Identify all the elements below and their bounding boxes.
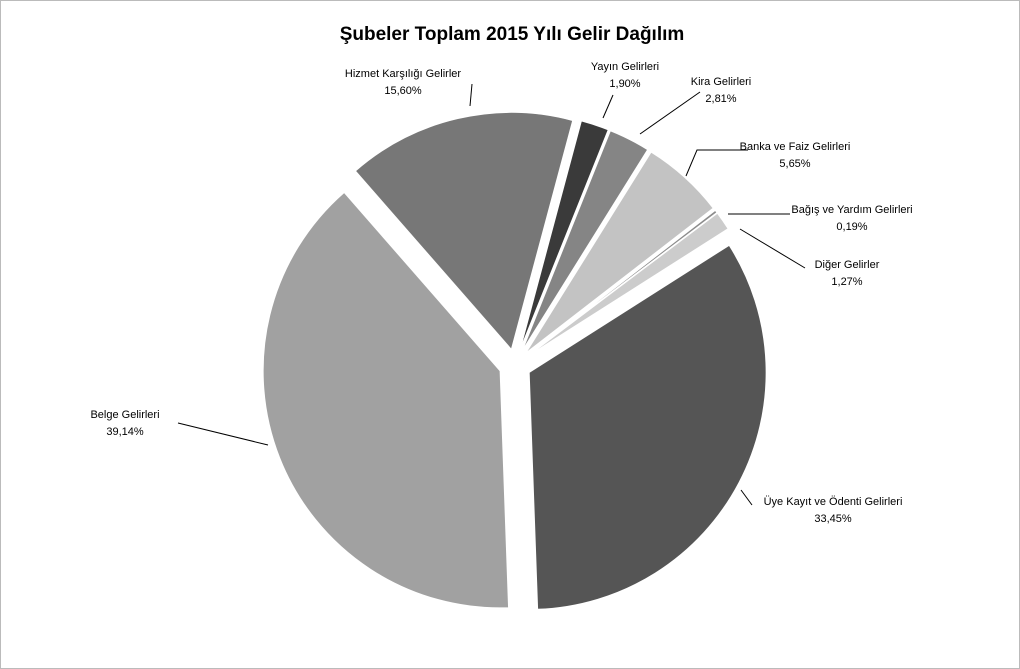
- slice-label: Üye Kayıt ve Ödenti Gelirleri: [764, 496, 903, 508]
- slice-value-label: 33,45%: [814, 513, 852, 525]
- pie-slice: [262, 191, 510, 609]
- leader-line: [740, 489, 753, 506]
- slice-label: Hizmet Karşılığı Gelirler: [345, 68, 461, 80]
- slice-label: Banka ve Faiz Gelirleri: [740, 141, 851, 153]
- slice-value-label: 0,19%: [836, 221, 867, 233]
- leader-line: [177, 422, 269, 446]
- slice-value-label: 1,27%: [831, 276, 862, 288]
- pie-slice: [519, 120, 609, 351]
- slice-value-label: 15,60%: [384, 85, 422, 97]
- slice-label: Belge Gelirleri: [90, 409, 159, 421]
- pie-slice: [527, 209, 718, 356]
- slice-value-label: 39,14%: [106, 426, 144, 438]
- leader-line: [602, 94, 614, 119]
- slice-label: Kira Gelirleri: [691, 76, 752, 88]
- pie-slice: [521, 130, 649, 351]
- slice-value-label: 2,81%: [705, 93, 736, 105]
- slice-value-label: 1,90%: [609, 78, 640, 90]
- pie-slice: [354, 111, 574, 351]
- slice-label: Bağış ve Yardım Gelirleri: [791, 204, 912, 216]
- leader-line: [739, 228, 806, 269]
- slice-label: Yayın Gelirleri: [591, 61, 659, 73]
- chart-title: Şubeler Toplam 2015 Yılı Gelir Dağılım: [340, 24, 685, 45]
- slice-label: Diğer Gelirler: [815, 259, 880, 271]
- leader-line: [469, 83, 473, 107]
- leader-line: [639, 91, 701, 135]
- leader-line: [685, 149, 748, 177]
- pie-slice: [528, 244, 767, 610]
- pie-slice: [525, 151, 714, 354]
- slice-value-label: 5,65%: [779, 158, 810, 170]
- pie-slice: [527, 212, 729, 357]
